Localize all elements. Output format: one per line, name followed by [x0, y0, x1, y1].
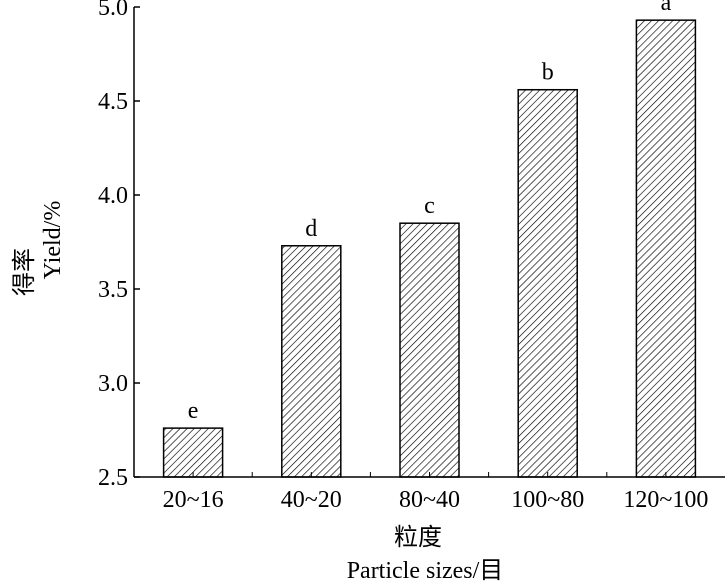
- significance-label: a: [661, 0, 672, 16]
- bar-80~40: [399, 222, 460, 478]
- y-tick-label: 2.5: [98, 465, 128, 491]
- y-axis-label-cn: 得率: [11, 248, 38, 296]
- y-tick-label: 3.0: [98, 371, 128, 397]
- bar-100~80: [517, 88, 578, 478]
- bar-120~100: [635, 19, 697, 478]
- x-tick-label: 80~40: [399, 487, 460, 513]
- x-tick-label: 120~100: [623, 487, 708, 513]
- y-tick-label: 4.5: [98, 89, 128, 115]
- significance-label: c: [424, 193, 435, 219]
- significance-label: e: [188, 398, 199, 424]
- x-tick-label: 100~80: [511, 487, 584, 513]
- y-tick-label: 3.5: [98, 277, 128, 303]
- significance-label: d: [305, 216, 317, 242]
- y-axis-label: Yield/%: [40, 201, 66, 280]
- x-axis-label-cn: 粒度: [394, 524, 442, 551]
- significance-label: b: [542, 60, 554, 86]
- y-tick-label: 4.0: [98, 183, 128, 209]
- x-axis-label: Particle sizes/目: [347, 558, 504, 583]
- x-tick-label: 40~20: [281, 487, 342, 513]
- bar-20~16: [162, 427, 224, 478]
- bar-40~20: [281, 245, 342, 478]
- y-tick-label: 5.0: [98, 0, 128, 21]
- x-tick-label: 20~16: [163, 487, 224, 513]
